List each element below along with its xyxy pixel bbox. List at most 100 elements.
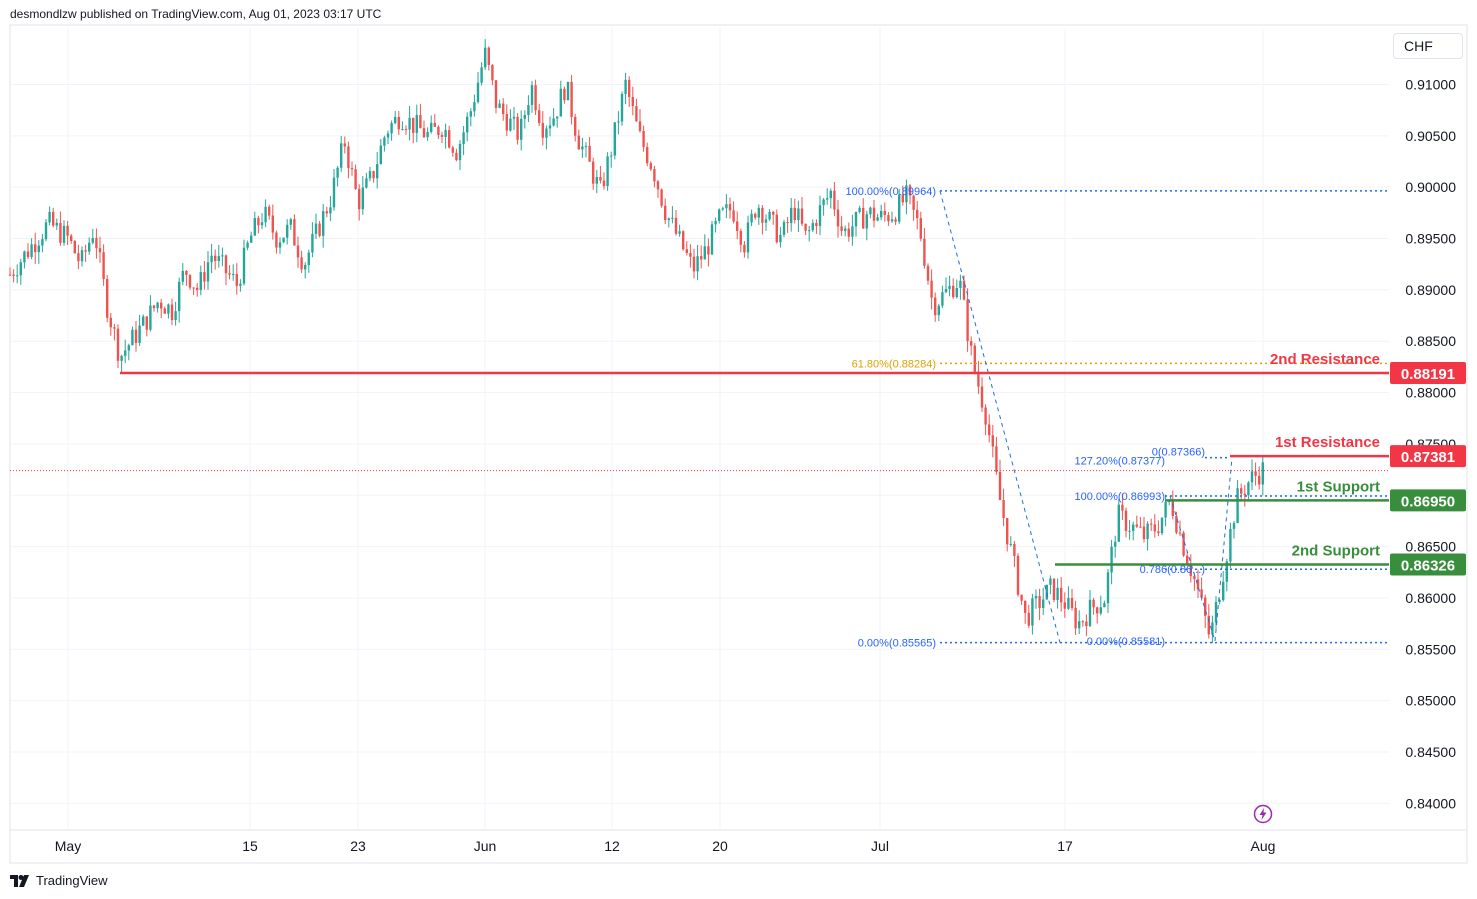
- candle-body: [322, 211, 325, 236]
- footer-brand-label: TradingView: [36, 873, 108, 888]
- candle-body: [242, 247, 246, 284]
- candle-body: [1034, 596, 1038, 599]
- candle-body: [1247, 482, 1250, 496]
- candle-body: [188, 275, 192, 288]
- y-tick-label: 0.85000: [1405, 693, 1456, 709]
- candle: [1254, 462, 1257, 486]
- candle: [174, 301, 177, 326]
- candle: [239, 279, 242, 292]
- candle-body: [1261, 462, 1264, 485]
- candle: [1085, 614, 1088, 637]
- candle: [548, 116, 552, 137]
- candle-body: [660, 189, 663, 206]
- candle: [998, 459, 1002, 501]
- candle: [293, 214, 296, 246]
- candle: [1096, 606, 1099, 624]
- candle-body: [282, 237, 285, 243]
- candle: [1099, 595, 1102, 616]
- candle: [142, 314, 145, 327]
- candle: [8, 267, 12, 277]
- candle-body: [19, 262, 22, 276]
- candle-body: [527, 104, 530, 115]
- candle-body: [1250, 471, 1254, 483]
- candle-body: [91, 238, 94, 243]
- candle: [502, 98, 505, 121]
- candle-body: [127, 345, 130, 351]
- candle-body: [872, 207, 876, 221]
- candle-body: [70, 235, 73, 242]
- candle-body: [1214, 602, 1218, 623]
- lightning-icon[interactable]: [1253, 804, 1273, 824]
- candle: [332, 169, 336, 211]
- candle-body: [286, 224, 289, 238]
- candle-body: [116, 328, 120, 361]
- candle-body: [1092, 599, 1095, 608]
- candle-body: [383, 137, 386, 146]
- candle: [836, 199, 840, 238]
- candle-body: [343, 143, 346, 147]
- candle-body: [170, 304, 174, 321]
- candle: [268, 204, 271, 220]
- candle: [876, 213, 879, 222]
- candle: [322, 203, 325, 248]
- candle-body: [610, 155, 613, 157]
- candle: [1038, 588, 1041, 621]
- candle: [304, 262, 307, 279]
- candle: [1135, 515, 1138, 528]
- candle: [487, 46, 490, 71]
- candle-body: [948, 285, 951, 289]
- candle: [178, 277, 181, 323]
- candle: [55, 218, 58, 230]
- candle: [617, 111, 620, 135]
- candle: [16, 264, 19, 284]
- candle: [588, 137, 591, 162]
- candle-body: [599, 176, 602, 181]
- candle-body: [1049, 578, 1052, 585]
- candle-body: [941, 292, 944, 306]
- candle: [1218, 598, 1221, 605]
- y-tick-label: 0.91000: [1405, 76, 1456, 92]
- candle: [1056, 578, 1059, 609]
- candle-body: [768, 211, 771, 220]
- candle: [59, 211, 62, 246]
- candle: [757, 204, 760, 225]
- candle: [628, 76, 631, 108]
- footer-brand[interactable]: TradingView: [10, 873, 108, 888]
- candle: [210, 243, 213, 274]
- candle-body: [800, 208, 804, 224]
- candle: [905, 179, 908, 215]
- candle-body: [955, 287, 958, 298]
- candle: [350, 161, 354, 176]
- candle-body: [520, 118, 523, 140]
- candle-body: [818, 205, 822, 227]
- candle: [246, 240, 249, 251]
- candle-body: [538, 110, 541, 124]
- x-tick-label: Jul: [871, 838, 889, 854]
- candle: [516, 113, 519, 145]
- candle: [1243, 484, 1246, 507]
- candle-body: [1189, 564, 1192, 577]
- candle: [1016, 553, 1020, 597]
- candle: [372, 170, 375, 183]
- candle-body: [433, 122, 436, 127]
- candle-body: [808, 230, 811, 232]
- candle: [1182, 530, 1185, 558]
- candle: [170, 298, 174, 326]
- currency-selector[interactable]: CHF: [1393, 33, 1463, 59]
- candle: [361, 176, 364, 215]
- candle-body: [732, 210, 735, 222]
- candle-body: [844, 228, 847, 231]
- candle-body: [649, 163, 652, 170]
- candle-body: [530, 85, 534, 105]
- candle: [1034, 589, 1038, 609]
- candle: [678, 224, 681, 237]
- candle: [800, 197, 804, 227]
- candle-body: [1204, 597, 1207, 616]
- candle-body: [275, 232, 278, 248]
- candle: [624, 72, 627, 105]
- candle: [772, 210, 775, 225]
- candle: [808, 226, 811, 242]
- candle-body: [217, 256, 220, 261]
- candle: [437, 125, 440, 139]
